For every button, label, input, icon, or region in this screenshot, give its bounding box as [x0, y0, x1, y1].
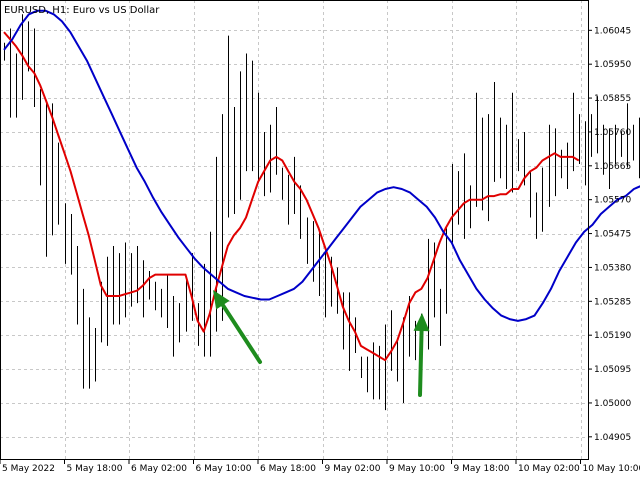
arrow-left-head	[213, 290, 230, 310]
x-tick-label: 9 May 10:00	[389, 464, 445, 474]
arrow-right-shaft	[418, 328, 424, 397]
fast-ma-line	[3, 31, 580, 362]
x-tick-label: 6 May 10:00	[196, 464, 252, 474]
x-tick-label: 9 May 02:00	[325, 464, 381, 474]
y-tick-label: 1.05000	[594, 399, 631, 409]
moving-averages	[3, 9, 640, 362]
y-tick-label: 1.05570	[594, 196, 631, 206]
y-tick-label: 1.05760	[594, 128, 631, 138]
arrow-right-head	[413, 313, 430, 332]
y-tick-label: 1.05190	[594, 331, 631, 341]
price-bars	[4, 14, 640, 411]
plot-frame	[0, 0, 589, 460]
y-tick-label: 1.05285	[594, 297, 631, 307]
y-tick-label: 1.05380	[594, 263, 631, 273]
x-tick-label: 10 May 02:00	[518, 464, 580, 474]
y-tick-label: 1.05665	[594, 162, 631, 172]
x-tick-label: 6 May 02:00	[131, 464, 187, 474]
x-tick-label: 6 May 18:00	[260, 464, 316, 474]
x-tick-label: 9 May 18:00	[454, 464, 510, 474]
annotation-arrows	[213, 290, 430, 397]
x-tick-label: 5 May 2022	[2, 464, 55, 474]
slow-ma-line	[3, 9, 640, 322]
y-tick-label: 1.05475	[594, 230, 631, 240]
x-tick-label: 5 May 18:00	[67, 464, 123, 474]
y-tick-label: 1.05855	[594, 94, 631, 104]
y-tick-label: 1.05950	[594, 60, 631, 70]
chart-title: EURUSD, H1: Euro vs US Dollar	[4, 5, 160, 16]
y-tick-label: 1.05095	[594, 365, 631, 375]
x-tick-label: 10 May 10:00	[583, 464, 640, 474]
grid	[0, 0, 588, 460]
arrow-left-shaft	[220, 303, 262, 364]
y-tick-label: 1.06045	[594, 26, 631, 36]
time-axis[interactable]: 5 May 2022 5 May 18:00 6 May 02:00 6 May 10…	[0, 460, 640, 474]
y-tick-label: 1.04905	[594, 433, 631, 443]
